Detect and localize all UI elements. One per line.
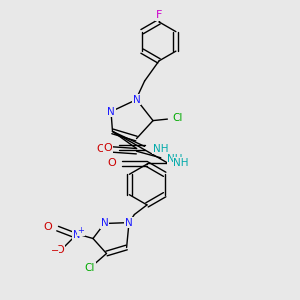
Text: N: N xyxy=(133,94,140,105)
Text: Cl: Cl xyxy=(172,113,183,123)
Text: N: N xyxy=(107,106,115,117)
Text: O: O xyxy=(97,144,106,154)
Text: NH: NH xyxy=(167,154,183,164)
Text: NH: NH xyxy=(153,143,169,154)
Text: F: F xyxy=(156,10,162,20)
Text: −: − xyxy=(50,246,59,256)
Text: O: O xyxy=(56,244,64,255)
Text: N: N xyxy=(125,218,133,228)
Text: N: N xyxy=(100,218,108,229)
Text: O: O xyxy=(107,158,116,168)
Text: +: + xyxy=(78,226,84,235)
Text: NH: NH xyxy=(173,158,189,168)
Text: Cl: Cl xyxy=(85,262,95,273)
Text: N: N xyxy=(73,230,80,240)
Text: O: O xyxy=(44,222,52,233)
Text: O: O xyxy=(104,142,112,153)
